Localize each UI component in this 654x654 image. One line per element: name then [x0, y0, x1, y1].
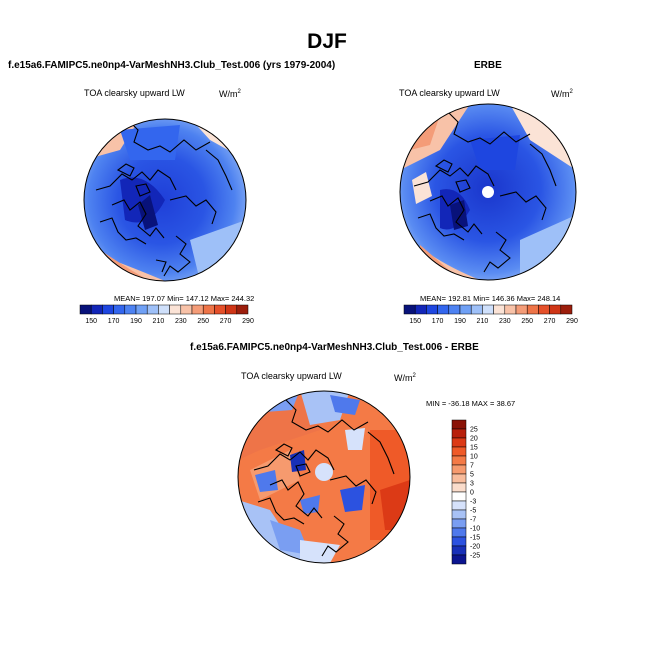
- model-colorbar: 150 170 190 210 230 250 270 290: [79, 304, 254, 325]
- model-stats: MEAN= 197.07 Min= 147.12 Max= 244.32: [114, 294, 255, 303]
- pole-hole: [482, 186, 494, 198]
- colorbar-swatch: [470, 304, 483, 315]
- colorbar-swatch: [451, 527, 467, 538]
- colorbar-tick-label: -15: [470, 535, 480, 542]
- diff-polar-map: [237, 390, 411, 564]
- colorbar-swatch: [515, 304, 528, 315]
- colorbar-tick-label: 230: [499, 318, 511, 325]
- colorbar-tick-label: 290: [566, 318, 578, 325]
- colorbar-swatch: [526, 304, 539, 315]
- colorbar-swatch: [459, 304, 472, 315]
- colorbar-tick-label: -7: [470, 517, 476, 524]
- colorbar-swatch: [451, 473, 467, 484]
- colorbar-swatch: [426, 304, 438, 315]
- colorbar-tick-label: 3: [470, 481, 474, 488]
- colorbar-swatch: [113, 304, 126, 315]
- model-units-label: W/m2: [219, 89, 241, 99]
- colorbar-swatch: [504, 304, 517, 315]
- colorbar-swatch: [451, 464, 467, 475]
- colorbar-tick-label: 25: [470, 427, 478, 434]
- colorbar-swatch: [79, 304, 92, 315]
- diff-units-label: W/m2: [394, 373, 416, 383]
- colorbar-swatch: [451, 428, 467, 439]
- colorbar-swatch: [191, 304, 204, 315]
- colorbar-swatch: [236, 304, 249, 315]
- obs-units-label: W/m2: [551, 89, 573, 99]
- colorbar-swatch: [451, 491, 467, 502]
- colorbar-swatch: [214, 304, 226, 315]
- diff-panel-title: f.e15a6.FAMIPC5.ne0np4-VarMeshNH3.Club_T…: [190, 342, 479, 353]
- obs-polar-map: [399, 103, 577, 281]
- diff-stats: MIN = -36.18 MAX = 38.67: [426, 399, 516, 408]
- colorbar-swatch: [124, 304, 137, 315]
- colorbar-swatch: [560, 304, 573, 315]
- colorbar-swatch: [493, 304, 506, 315]
- colorbar-swatch: [451, 518, 467, 529]
- colorbar-swatch: [451, 437, 467, 448]
- colorbar-swatch: [403, 304, 416, 315]
- colorbar-tick-label: 190: [130, 318, 142, 325]
- diff-variable-label: TOA clearsky upward LW: [241, 371, 342, 381]
- colorbar-tick-label: 190: [454, 318, 466, 325]
- colorbar-tick-label: 270: [220, 318, 232, 325]
- colorbar-swatch: [225, 304, 238, 315]
- colorbar-swatch: [135, 304, 148, 315]
- obs-variable-label: TOA clearsky upward LW: [399, 88, 500, 98]
- season-title: DJF: [307, 30, 347, 53]
- colorbar-swatch: [451, 482, 467, 493]
- colorbar-tick-label: -20: [470, 544, 480, 551]
- colorbar-swatch: [180, 304, 193, 315]
- colorbar-tick-label: 20: [470, 436, 478, 443]
- colorbar-tick-label: 210: [153, 318, 165, 325]
- colorbar-tick-label: 170: [432, 318, 444, 325]
- colorbar-tick-label: 150: [409, 318, 421, 325]
- colorbar-tick-label: 7: [470, 463, 474, 470]
- obs-stats: MEAN= 192.81 Min= 146.36 Max= 248.14: [420, 294, 561, 303]
- colorbar-tick-label: -5: [470, 508, 476, 515]
- colorbar-swatch: [451, 554, 467, 565]
- colorbar-swatch: [549, 304, 562, 315]
- colorbar-tick-label: -10: [470, 526, 480, 533]
- colorbar-tick-label: 0: [470, 490, 474, 497]
- diff-colorbar: 25 20 15 10 7 5 3 0 -3 -5 -7 -10 -15 -20 -25: [451, 419, 480, 565]
- colorbar-swatch: [90, 304, 103, 315]
- colorbar-tick-label: 270: [544, 318, 556, 325]
- colorbar-swatch: [482, 304, 494, 315]
- colorbar-tick-label: 170: [108, 318, 120, 325]
- obs-colorbar: 150 170 190 210 230 250 270 290: [403, 304, 578, 325]
- model-variable-label: TOA clearsky upward LW: [84, 88, 185, 98]
- colorbar-tick-label: 250: [521, 318, 533, 325]
- colorbar-tick-label: 150: [85, 318, 97, 325]
- colorbar-swatch: [158, 304, 170, 315]
- colorbar-swatch: [146, 304, 159, 315]
- colorbar-swatch: [451, 545, 467, 556]
- colorbar-tick-label: 230: [175, 318, 187, 325]
- colorbar-tick-label: 15: [470, 445, 478, 452]
- colorbar-swatch: [451, 446, 467, 457]
- colorbar-tick-label: 210: [477, 318, 489, 325]
- colorbar-tick-label: 5: [470, 472, 474, 479]
- colorbar-swatch: [451, 500, 467, 511]
- colorbar-swatch: [437, 304, 450, 315]
- colorbar-tick-label: -25: [470, 553, 480, 560]
- colorbar-swatch: [451, 536, 467, 547]
- colorbar-swatch: [169, 304, 182, 315]
- colorbar-swatch: [451, 509, 467, 520]
- colorbar-tick-label: 10: [470, 454, 478, 461]
- colorbar-swatch: [451, 419, 467, 430]
- model-polar-map: [83, 118, 247, 282]
- colorbar-swatch: [102, 304, 114, 315]
- colorbar-swatch: [414, 304, 427, 315]
- colorbar-swatch: [448, 304, 461, 315]
- colorbar-tick-label: 290: [242, 318, 254, 325]
- colorbar-swatch: [451, 455, 467, 466]
- model-panel-title: f.e15a6.FAMIPC5.ne0np4-VarMeshNH3.Club_T…: [8, 60, 336, 71]
- colorbar-swatch: [202, 304, 215, 315]
- colorbar-swatch: [538, 304, 550, 315]
- colorbar-tick-label: -3: [470, 499, 476, 506]
- colorbar-tick-label: 250: [197, 318, 209, 325]
- obs-panel-title: ERBE: [474, 60, 502, 71]
